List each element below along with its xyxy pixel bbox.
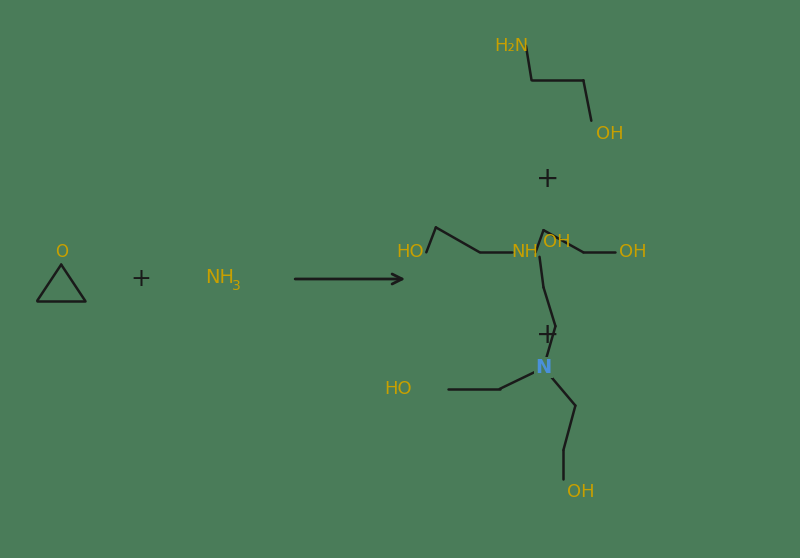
- Text: NH: NH: [512, 243, 538, 261]
- Text: HO: HO: [396, 243, 424, 261]
- Text: OH: OH: [543, 233, 571, 251]
- Text: OH: OH: [619, 243, 647, 261]
- Text: OH: OH: [567, 483, 595, 501]
- Text: +: +: [536, 165, 559, 193]
- Text: OH: OH: [596, 125, 624, 143]
- Text: 3: 3: [232, 278, 241, 292]
- Text: N: N: [535, 358, 552, 377]
- Text: HO: HO: [384, 380, 412, 398]
- Text: H₂N: H₂N: [494, 37, 528, 55]
- Text: +: +: [130, 267, 151, 291]
- Text: +: +: [536, 320, 559, 349]
- Text: O: O: [54, 243, 68, 261]
- Text: NH: NH: [205, 268, 234, 287]
